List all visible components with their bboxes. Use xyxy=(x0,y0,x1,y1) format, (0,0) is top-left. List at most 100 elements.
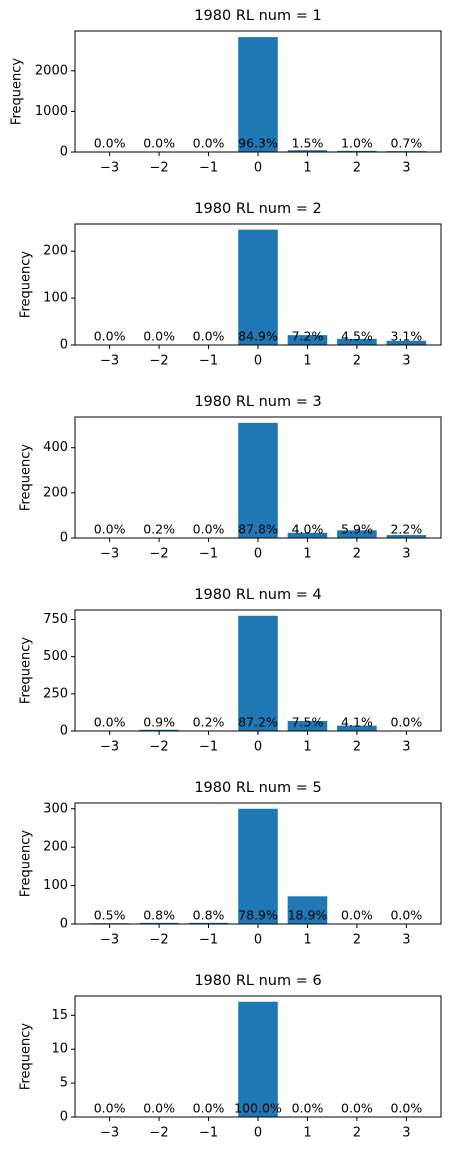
axes-frame xyxy=(74,223,442,346)
percent-label: 0.0% xyxy=(390,1101,422,1116)
x-tick-label: 1 xyxy=(303,933,311,948)
percent-label: 2.2% xyxy=(390,522,422,537)
bar xyxy=(287,532,328,538)
x-tick-label: −1 xyxy=(199,547,218,562)
x-tick-label: 1 xyxy=(303,1126,311,1141)
x-tick-label: 0 xyxy=(254,1126,262,1141)
axes-frame xyxy=(74,995,442,1118)
y-axis-label: Frequency xyxy=(19,251,34,318)
percent-label: 7.5% xyxy=(292,715,324,730)
percent-label: 0.0% xyxy=(193,1101,225,1116)
x-tick-label: −1 xyxy=(199,161,218,176)
percent-label: 3.1% xyxy=(390,329,422,344)
y-axis-label: Frequency xyxy=(10,58,25,125)
y-tick-label: 200 xyxy=(43,244,68,259)
x-tick-label: 3 xyxy=(402,1126,410,1141)
percent-label: 0.0% xyxy=(193,136,225,151)
x-tick-label: −3 xyxy=(100,547,119,562)
bar xyxy=(139,922,179,924)
x-tick-label: 3 xyxy=(402,547,410,562)
bar xyxy=(386,535,427,538)
percent-label: 4.1% xyxy=(341,715,373,730)
bar xyxy=(287,150,328,152)
chart-title: 1980 RL num = 2 xyxy=(194,201,321,217)
y-tick-label: 0 xyxy=(60,1110,68,1125)
x-tick-label: 2 xyxy=(353,1126,361,1141)
bar xyxy=(238,808,278,924)
percent-label: 0.0% xyxy=(94,136,126,151)
y-tick-label: 0 xyxy=(60,917,68,932)
y-tick-label: 2000 xyxy=(35,63,68,78)
percent-label: 0.2% xyxy=(193,715,225,730)
bar xyxy=(238,229,278,345)
axes-frame xyxy=(74,416,442,539)
x-tick-label: −2 xyxy=(149,547,168,562)
x-tick-label: −2 xyxy=(149,161,168,176)
x-tick-label: 0 xyxy=(254,161,262,176)
y-tick-label: 750 xyxy=(43,612,68,627)
x-tick-label: 0 xyxy=(254,740,262,755)
percent-label: 0.0% xyxy=(193,522,225,537)
x-tick-label: −2 xyxy=(149,354,168,369)
y-tick-label: 1000 xyxy=(35,104,68,119)
bar xyxy=(238,615,278,731)
y-tick-label: 100 xyxy=(43,878,68,893)
percent-label: 0.0% xyxy=(94,522,126,537)
y-tick-label: 0 xyxy=(60,338,68,353)
x-tick-label: 2 xyxy=(353,547,361,562)
x-tick-label: 3 xyxy=(402,161,410,176)
y-tick-label: 400 xyxy=(43,440,68,455)
x-tick-label: 1 xyxy=(303,161,311,176)
bar xyxy=(287,335,328,345)
y-tick-label: 5 xyxy=(60,1076,68,1091)
chart-title: 1980 RL num = 4 xyxy=(194,587,321,603)
x-tick-label: −2 xyxy=(149,933,168,948)
percent-label: 0.0% xyxy=(143,329,175,344)
percent-label: 87.2% xyxy=(238,715,278,730)
bar xyxy=(386,340,427,345)
percent-label: 4.5% xyxy=(341,329,373,344)
chart-title: 1980 RL num = 6 xyxy=(194,973,321,989)
bar xyxy=(287,896,328,924)
y-tick-label: 15 xyxy=(51,1008,68,1023)
x-tick-label: −1 xyxy=(199,740,218,755)
y-tick-label: 250 xyxy=(43,686,68,701)
y-axis-label: Frequency xyxy=(19,1023,34,1090)
percent-label: 7.2% xyxy=(292,329,324,344)
chart-title: 1980 RL num = 5 xyxy=(194,780,321,796)
percent-label: 96.3% xyxy=(238,136,278,151)
y-axis-label: Frequency xyxy=(19,637,34,704)
bar xyxy=(287,721,328,731)
x-tick-label: −2 xyxy=(149,1126,168,1141)
y-tick-label: 0 xyxy=(60,145,68,160)
percent-label: 0.0% xyxy=(341,1101,373,1116)
x-tick-label: −2 xyxy=(149,740,168,755)
percent-label: 0.7% xyxy=(390,136,422,151)
x-tick-label: −3 xyxy=(100,740,119,755)
x-tick-label: 1 xyxy=(303,354,311,369)
bar xyxy=(188,922,229,924)
percent-label: 4.0% xyxy=(292,522,324,537)
percent-label: 0.0% xyxy=(390,908,422,923)
x-tick-label: 3 xyxy=(402,740,410,755)
y-tick-label: 10 xyxy=(51,1042,68,1057)
x-tick-label: 3 xyxy=(402,354,410,369)
percent-label: 0.0% xyxy=(292,1101,324,1116)
percent-label: 0.9% xyxy=(143,715,175,730)
x-tick-label: 1 xyxy=(303,547,311,562)
percent-label: 0.0% xyxy=(193,329,225,344)
bar xyxy=(337,530,377,538)
x-tick-label: 0 xyxy=(254,933,262,948)
percent-label: 0.0% xyxy=(390,715,422,730)
bar xyxy=(337,725,377,731)
x-tick-label: 2 xyxy=(353,933,361,948)
y-tick-label: 0 xyxy=(60,724,68,739)
percent-label: 0.0% xyxy=(94,715,126,730)
bar xyxy=(139,729,179,731)
bar xyxy=(238,37,278,152)
bar xyxy=(337,338,377,345)
axes-frame xyxy=(74,802,442,925)
percent-label: 0.8% xyxy=(143,908,175,923)
percent-label: 84.9% xyxy=(238,329,278,344)
